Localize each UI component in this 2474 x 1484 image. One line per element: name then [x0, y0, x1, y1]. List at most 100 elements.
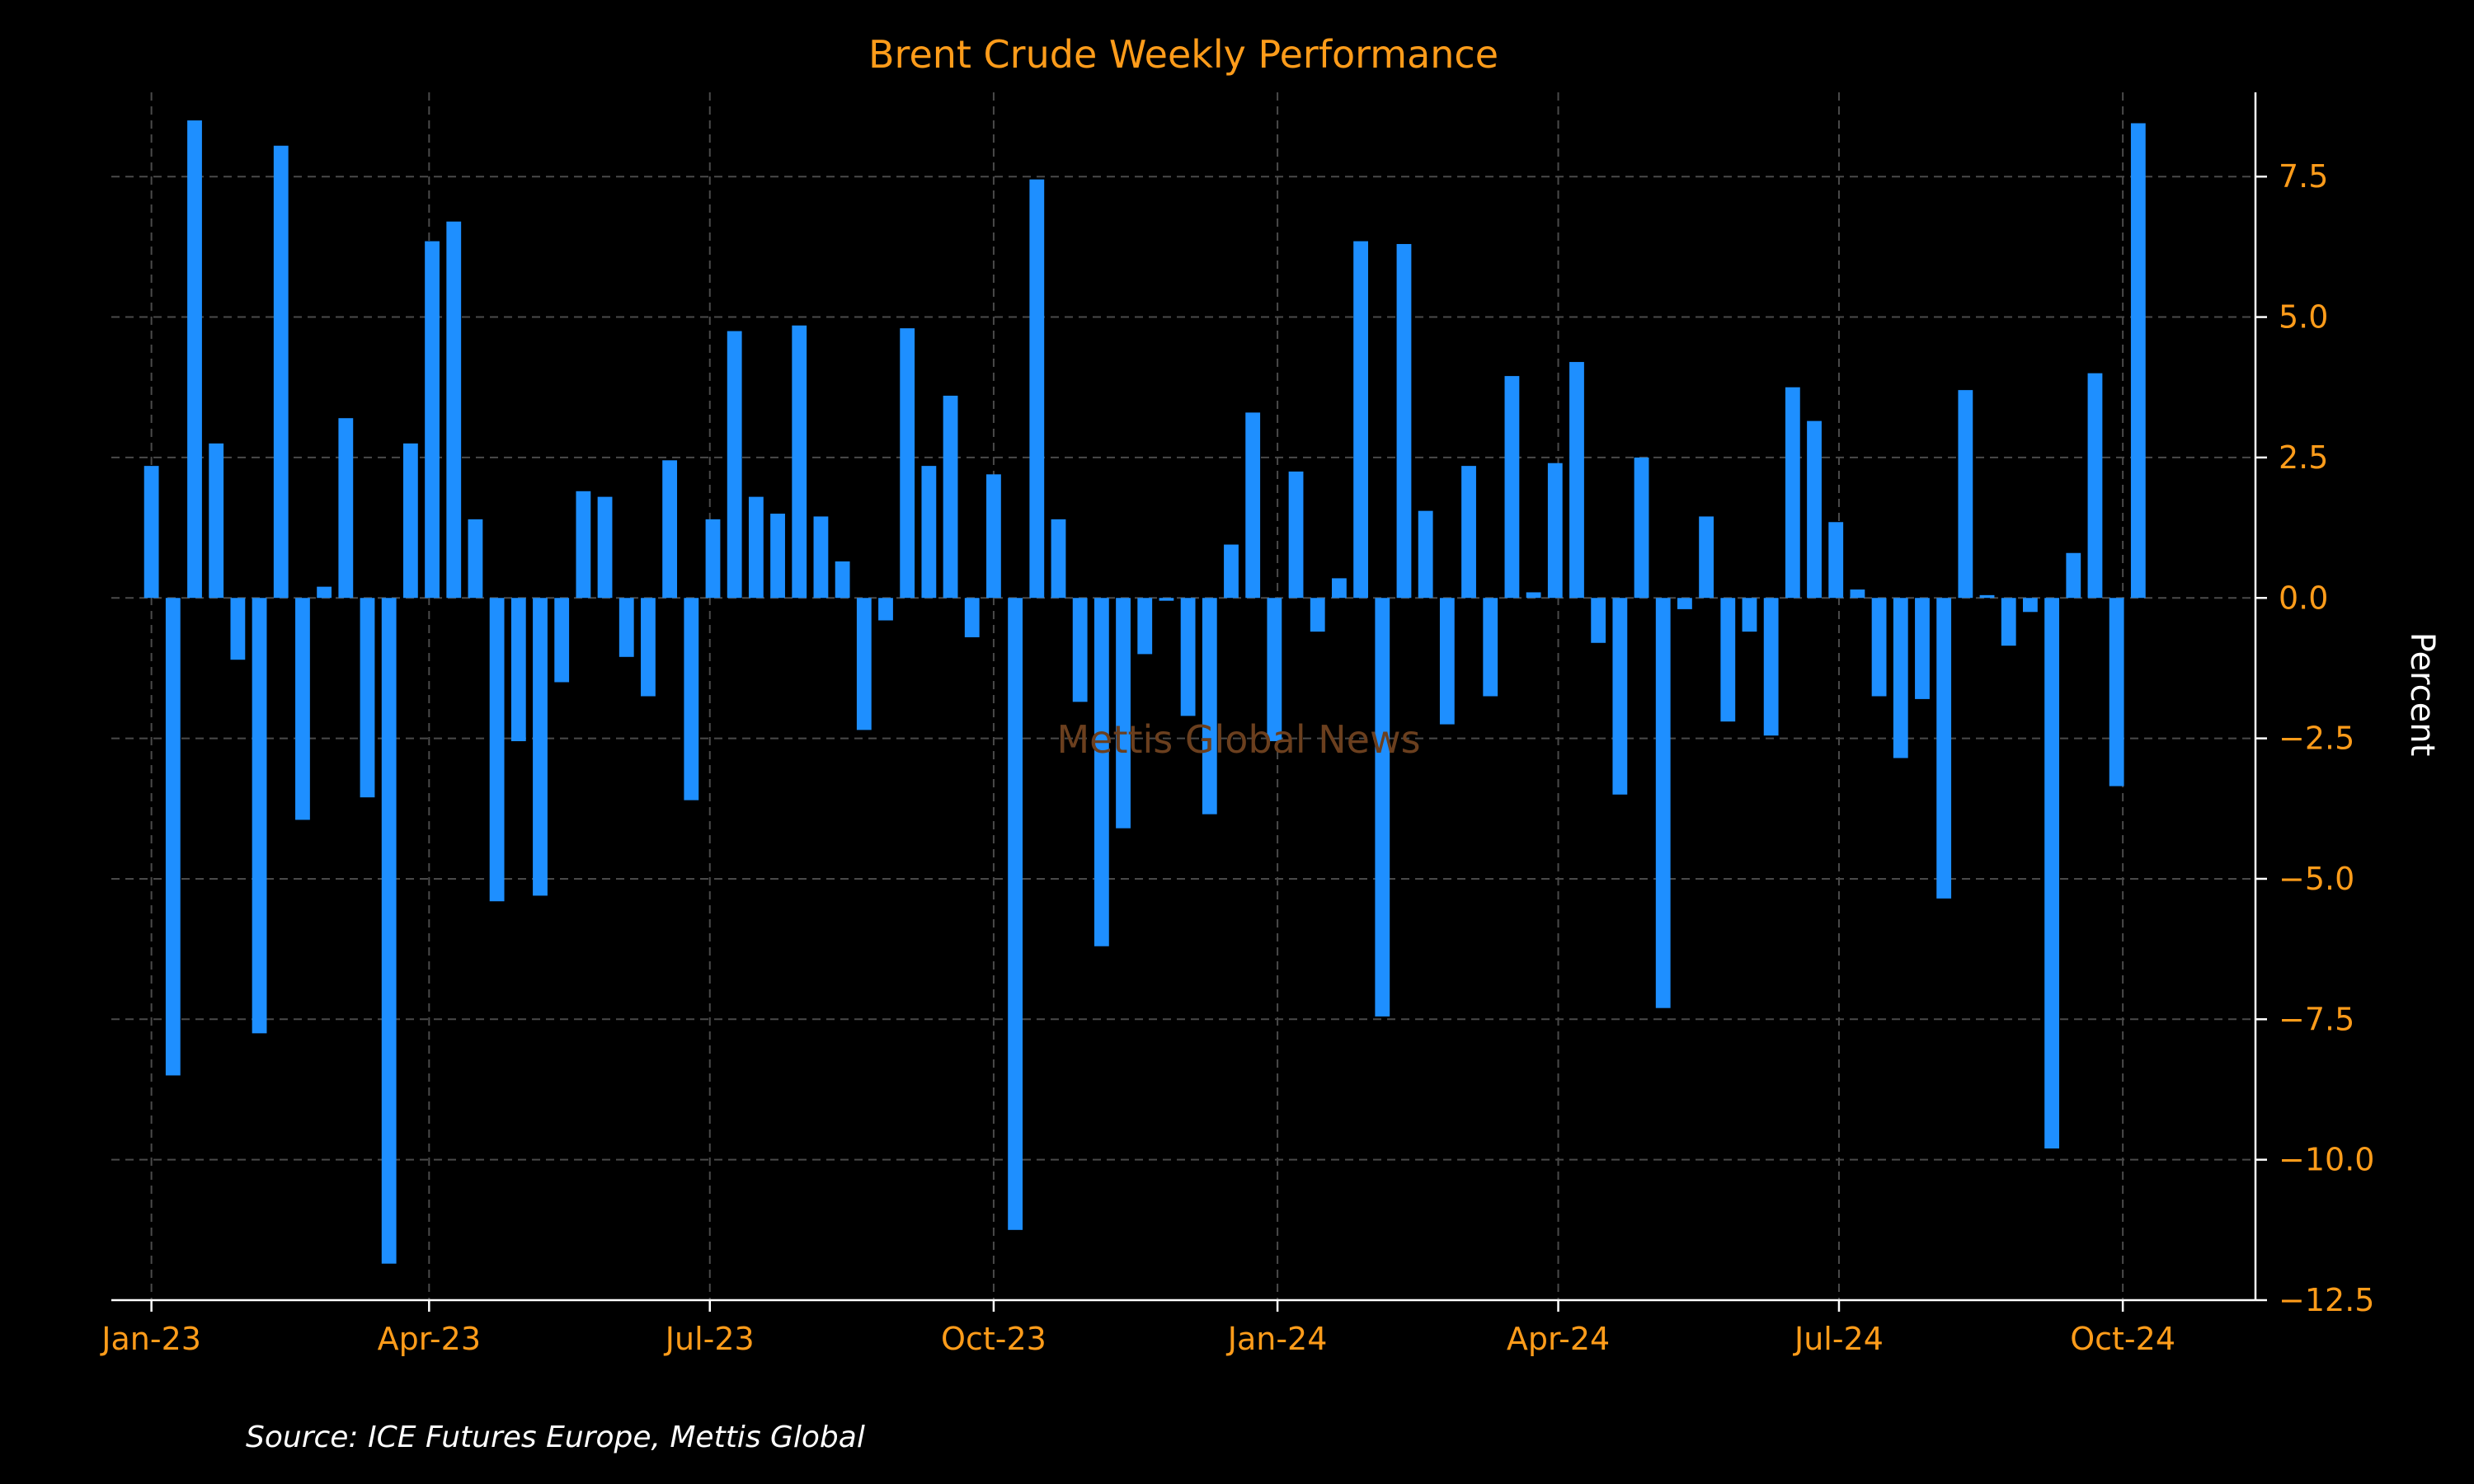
bar: [1634, 457, 1649, 599]
bar: [1547, 463, 1563, 599]
x-tick-label: Apr-23: [378, 1321, 481, 1357]
bar: [1612, 598, 1628, 795]
bars-layer: [143, 120, 2146, 1264]
bar: [252, 598, 267, 1034]
bar: [921, 466, 937, 599]
bar: [1526, 592, 1541, 599]
x-tick-label: Apr-24: [1507, 1321, 1610, 1357]
bar: [597, 496, 613, 599]
bar: [1051, 519, 1066, 599]
bar: [1396, 243, 1412, 599]
bar: [835, 561, 850, 599]
bar: [1483, 598, 1498, 697]
bar: [770, 514, 785, 599]
bar: [1807, 420, 1822, 599]
bar: [1569, 362, 1584, 599]
bar: [2066, 552, 2081, 599]
y-tick-label: −12.5: [2279, 1282, 2374, 1318]
bar: [1375, 598, 1390, 1017]
y-tick-label: 2.5: [2279, 439, 2328, 476]
bar: [230, 598, 246, 660]
bar: [381, 598, 397, 1264]
bar: [402, 443, 418, 599]
bar: [2087, 373, 2103, 599]
bar: [510, 598, 526, 742]
bar: [964, 598, 980, 637]
bar: [618, 598, 634, 657]
bar: [2109, 598, 2124, 787]
y-tick-label: −2.5: [2279, 721, 2354, 757]
bar: [1958, 390, 1973, 599]
bar: [1353, 241, 1369, 599]
bar: [1310, 598, 1325, 632]
bar: [856, 598, 872, 730]
bar: [1332, 578, 1347, 599]
y-tick-label: 7.5: [2279, 158, 2328, 195]
bar: [425, 241, 440, 599]
bar: [1915, 598, 1930, 699]
bar: [1871, 598, 1887, 697]
bar: [143, 466, 159, 599]
x-tick-label: Jan-23: [100, 1321, 201, 1357]
y-tick-label: 5.0: [2279, 299, 2328, 336]
bar: [554, 598, 570, 683]
bar: [662, 460, 678, 599]
bar: [1763, 598, 1779, 736]
bar: [1461, 466, 1476, 599]
bar: [1224, 544, 1239, 599]
bar: [1591, 598, 1606, 643]
bar: [489, 598, 505, 902]
bar: [2001, 598, 2016, 646]
bar: [468, 519, 483, 599]
bar: [1850, 589, 1865, 599]
bar: [813, 516, 829, 599]
bar: [1094, 598, 1109, 946]
bar: [1137, 598, 1153, 655]
bar: [1288, 471, 1304, 599]
bar: [209, 443, 224, 599]
bar: [986, 474, 1001, 599]
bar: [533, 598, 548, 896]
bar: [165, 598, 181, 1076]
bar: [1159, 598, 1174, 601]
x-tick-label: Oct-23: [941, 1321, 1047, 1357]
chart-title: Brent Crude Weekly Performance: [868, 32, 1498, 77]
bar: [1116, 598, 1131, 829]
bar: [684, 598, 699, 801]
source-note: Source: ICE Futures Europe, Mettis Globa…: [246, 1421, 865, 1454]
bar: [187, 120, 202, 599]
bar: [273, 145, 289, 599]
bar: [792, 325, 807, 599]
y-tick-label: −10.0: [2279, 1142, 2374, 1178]
bar: [1072, 598, 1088, 702]
bar: [1655, 598, 1671, 1008]
x-tick-label: Jul-23: [664, 1321, 755, 1357]
bar: [1699, 516, 1714, 599]
y-axis-label: Percent: [2403, 632, 2441, 757]
x-tick-label: Oct-24: [2070, 1321, 2175, 1357]
bar: [576, 491, 591, 599]
bar: [1979, 594, 1995, 599]
bar: [1180, 598, 1196, 716]
bar: [446, 221, 462, 599]
bar: [878, 598, 893, 621]
bar: [641, 598, 656, 697]
x-tick-label: Jan-24: [1226, 1321, 1328, 1357]
bar: [1008, 598, 1023, 1230]
x-tick-label: Jul-24: [1793, 1321, 1884, 1357]
bar: [1720, 598, 1736, 722]
bar: [1785, 387, 1800, 599]
bar: [748, 496, 764, 599]
bar: [2044, 598, 2059, 1149]
bar: [2130, 123, 2146, 599]
bar: [705, 519, 721, 599]
bar: [1418, 510, 1433, 599]
bar: [2023, 598, 2038, 613]
bar: [1936, 598, 1952, 899]
y-tick-label: 0.0: [2279, 580, 2328, 616]
bar: [360, 598, 375, 798]
bar: [317, 586, 332, 599]
bar: [1828, 522, 1844, 599]
